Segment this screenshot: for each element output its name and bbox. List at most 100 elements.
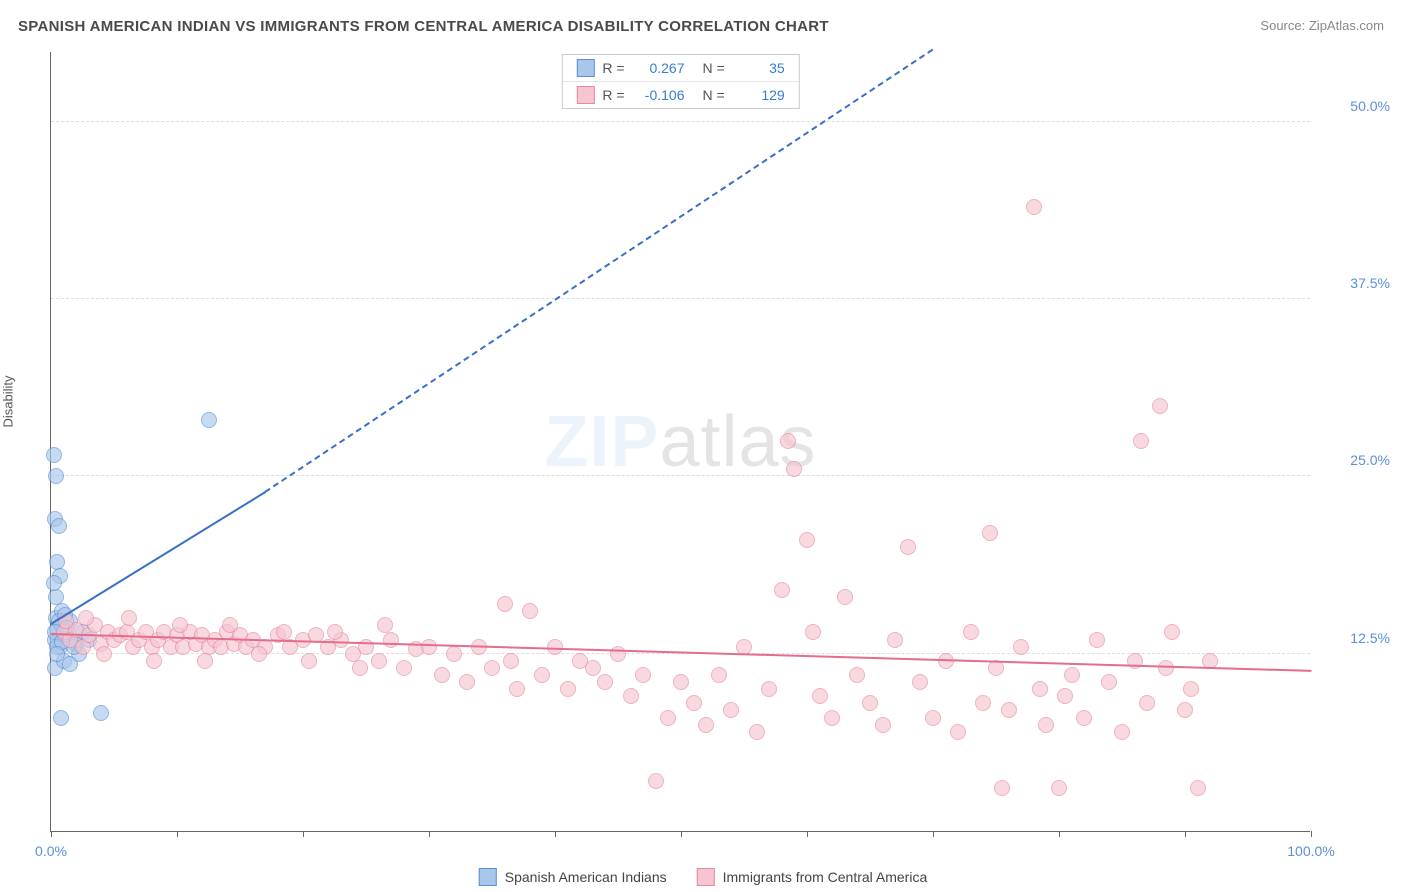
data-point <box>53 710 69 726</box>
data-point <box>780 433 796 449</box>
data-point <box>711 667 727 683</box>
data-point <box>172 617 188 633</box>
data-point <box>222 617 238 633</box>
data-point <box>560 681 576 697</box>
x-tick <box>303 831 304 837</box>
data-point <box>396 660 412 676</box>
watermark-zip: ZIP <box>544 402 659 482</box>
legend-r-label: R = <box>602 87 624 103</box>
data-point <box>421 639 437 655</box>
data-point <box>805 624 821 640</box>
legend-n-value: 35 <box>733 60 785 76</box>
data-point <box>1076 710 1092 726</box>
data-point <box>1057 688 1073 704</box>
data-point <box>887 632 903 648</box>
legend-n-value: 129 <box>733 87 785 103</box>
data-point <box>121 610 137 626</box>
source-link[interactable]: ZipAtlas.com <box>1309 18 1384 33</box>
data-point <box>648 773 664 789</box>
data-point <box>276 624 292 640</box>
data-point <box>812 688 828 704</box>
x-tick-label: 100.0% <box>1287 843 1334 859</box>
data-point <box>585 660 601 676</box>
gridline <box>51 475 1310 476</box>
data-point <box>925 710 941 726</box>
data-point <box>371 653 387 669</box>
x-tick <box>681 831 682 837</box>
data-point <box>1183 681 1199 697</box>
data-point <box>503 653 519 669</box>
legend-r-label: R = <box>602 60 624 76</box>
data-point <box>1089 632 1105 648</box>
data-point <box>49 646 65 662</box>
data-point <box>1139 695 1155 711</box>
data-point <box>1001 702 1017 718</box>
legend-swatch <box>576 86 594 104</box>
data-point <box>875 717 891 733</box>
legend-n-label: N = <box>703 87 725 103</box>
legend-n-label: N = <box>703 60 725 76</box>
data-point <box>623 688 639 704</box>
chart-title: SPANISH AMERICAN INDIAN VS IMMIGRANTS FR… <box>18 18 829 35</box>
y-tick-label: 37.5% <box>1320 275 1390 291</box>
x-tick <box>933 831 934 837</box>
data-point <box>327 624 343 640</box>
data-point <box>96 646 112 662</box>
gridline <box>51 298 1310 299</box>
x-tick <box>807 831 808 837</box>
y-axis-label: Disability <box>1 375 16 427</box>
data-point <box>673 674 689 690</box>
data-point <box>251 646 267 662</box>
legend-item: Spanish American Indians <box>479 868 667 886</box>
data-point <box>46 575 62 591</box>
x-tick <box>429 831 430 837</box>
data-point <box>774 582 790 598</box>
data-point <box>698 717 714 733</box>
y-tick-label: 25.0% <box>1320 452 1390 468</box>
data-point <box>1158 660 1174 676</box>
data-point <box>761 681 777 697</box>
data-point <box>1038 717 1054 733</box>
data-point <box>358 639 374 655</box>
data-point <box>975 695 991 711</box>
data-point <box>1177 702 1193 718</box>
data-point <box>597 674 613 690</box>
x-tick <box>1311 831 1312 837</box>
data-point <box>837 589 853 605</box>
legend-bottom: Spanish American Indians Immigrants from … <box>479 868 927 886</box>
data-point <box>377 617 393 633</box>
x-tick <box>1185 831 1186 837</box>
legend-stats-box: R =0.267N =35R =-0.106N =129 <box>561 54 799 109</box>
plot-area: ZIPatlas R =0.267N =35R =-0.106N =129 12… <box>50 52 1310 832</box>
data-point <box>352 660 368 676</box>
data-point <box>1064 667 1080 683</box>
data-point <box>522 603 538 619</box>
legend-r-value: -0.106 <box>633 87 685 103</box>
data-point <box>912 674 928 690</box>
data-point <box>786 461 802 477</box>
legend-series-label: Immigrants from Central America <box>723 869 928 885</box>
legend-stats-row: R =0.267N =35 <box>562 55 798 82</box>
data-point <box>686 695 702 711</box>
data-point <box>301 653 317 669</box>
source-label: Source: <box>1260 18 1305 33</box>
data-point <box>1114 724 1130 740</box>
legend-swatch <box>479 868 497 886</box>
data-point <box>51 518 67 534</box>
data-point <box>484 660 500 676</box>
data-point <box>824 710 840 726</box>
data-point <box>201 412 217 428</box>
legend-swatch <box>576 59 594 77</box>
data-point <box>534 667 550 683</box>
trend-line <box>50 492 265 626</box>
data-point <box>862 695 878 711</box>
data-point <box>749 724 765 740</box>
data-point <box>46 447 62 463</box>
data-point <box>1013 639 1029 655</box>
data-point <box>93 705 109 721</box>
data-point <box>982 525 998 541</box>
x-tick <box>177 831 178 837</box>
data-point <box>434 667 450 683</box>
data-point <box>1032 681 1048 697</box>
legend-item: Immigrants from Central America <box>697 868 928 886</box>
